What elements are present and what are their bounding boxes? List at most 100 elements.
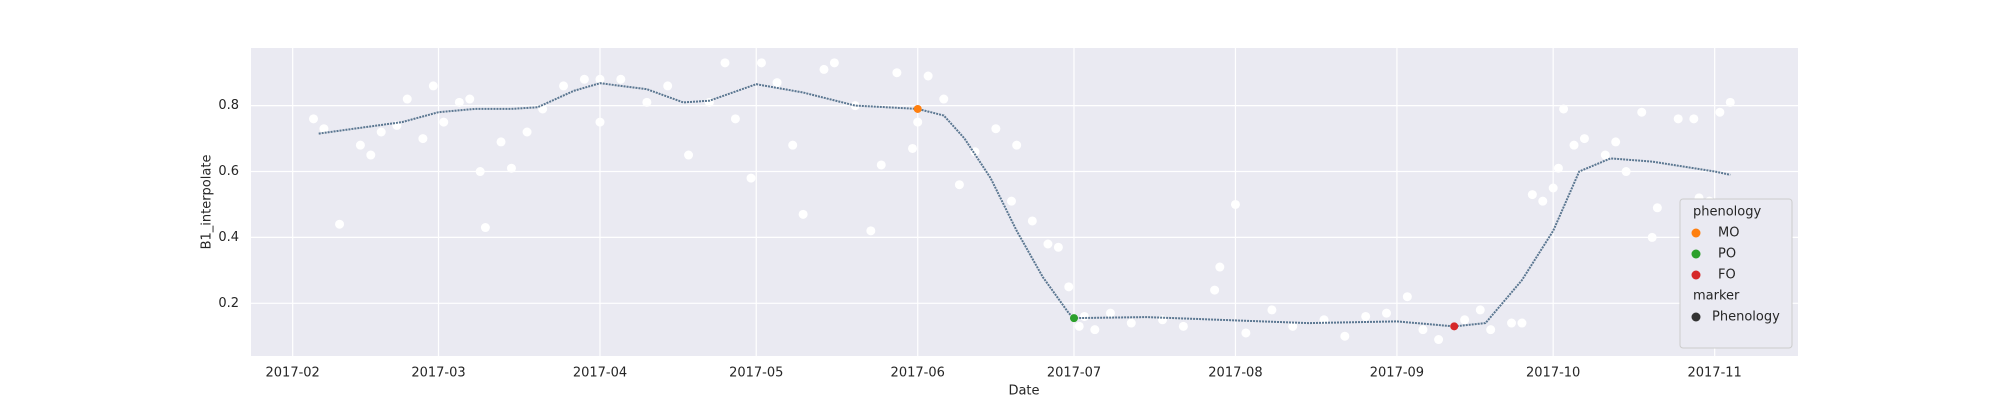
legend-marker — [1691, 312, 1701, 322]
legend-title: marker — [1693, 289, 1740, 304]
data-point — [309, 114, 319, 124]
data-point — [772, 78, 782, 88]
data-point — [819, 64, 829, 74]
data-point — [1090, 325, 1100, 335]
data-point — [663, 81, 673, 91]
x-tick-label: 2017-07 — [1047, 366, 1101, 381]
legend-box — [1679, 198, 1793, 349]
data-point — [559, 81, 569, 91]
x-axis-label: Date — [1008, 384, 1039, 399]
data-point — [1210, 285, 1220, 295]
data-point — [1637, 107, 1647, 117]
data-point — [1006, 196, 1016, 206]
data-point — [1486, 325, 1496, 335]
x-tick-label: 2017-04 — [573, 366, 627, 381]
data-point — [1538, 196, 1548, 206]
data-point — [1689, 114, 1699, 124]
data-point — [1074, 321, 1084, 331]
data-point — [454, 97, 464, 107]
data-point — [642, 97, 652, 107]
y-tick-label: 0.2 — [218, 296, 239, 311]
phenology-point — [1069, 314, 1078, 323]
data-point — [1507, 318, 1517, 328]
data-point — [465, 94, 475, 104]
data-point — [366, 150, 376, 160]
data-point — [829, 58, 839, 68]
data-point — [1053, 242, 1063, 252]
data-point — [1569, 140, 1579, 150]
x-tick-label: 2017-08 — [1208, 366, 1262, 381]
data-point — [335, 219, 345, 229]
data-point — [319, 124, 329, 134]
data-point — [1012, 140, 1022, 150]
data-point — [1553, 163, 1563, 173]
legend-marker — [1691, 270, 1701, 280]
data-point — [522, 127, 532, 137]
legend-label: PO — [1718, 247, 1736, 262]
data-point — [1402, 292, 1412, 302]
x-tick-label: 2017-06 — [891, 366, 945, 381]
data-point — [616, 74, 626, 84]
data-point — [1241, 328, 1251, 338]
legend-marker — [1691, 249, 1701, 259]
data-point — [355, 140, 365, 150]
data-point — [684, 150, 694, 160]
data-point — [746, 173, 756, 183]
data-point — [1475, 305, 1485, 315]
data-point — [1559, 104, 1569, 114]
data-point — [720, 58, 730, 68]
data-point — [730, 114, 740, 124]
data-point — [1652, 203, 1662, 213]
data-point — [1673, 114, 1683, 124]
legend-label: MO — [1718, 226, 1739, 241]
data-point — [991, 124, 1001, 134]
data-point — [788, 140, 798, 150]
phenology-point — [913, 104, 922, 113]
data-point — [1027, 216, 1037, 226]
data-point — [939, 94, 949, 104]
data-point — [1043, 239, 1053, 249]
data-point — [595, 74, 605, 84]
data-point — [1382, 308, 1392, 318]
legend-marker — [1691, 228, 1701, 238]
data-point — [876, 160, 886, 170]
legend-title: phenology — [1693, 205, 1761, 220]
data-point — [913, 117, 923, 127]
data-point — [428, 81, 438, 91]
legend-label: Phenology — [1712, 310, 1780, 325]
data-point — [439, 117, 449, 127]
data-point — [756, 58, 766, 68]
data-point — [538, 104, 548, 114]
y-axis-label: B1_interpolate — [200, 155, 215, 250]
data-point — [1517, 318, 1527, 328]
legend-label: FO — [1718, 268, 1736, 283]
data-point — [1548, 183, 1558, 193]
data-point — [1460, 315, 1470, 325]
data-point — [480, 223, 490, 233]
data-point — [1418, 325, 1428, 335]
data-point — [1230, 199, 1240, 209]
data-point — [1267, 305, 1277, 315]
interpolated-line — [318, 82, 1731, 328]
data-point — [402, 94, 412, 104]
data-point — [892, 68, 902, 78]
y-tick-label: 0.4 — [218, 230, 239, 245]
data-point — [1178, 321, 1188, 331]
x-tick-label: 2017-03 — [411, 366, 465, 381]
x-tick-label: 2017-10 — [1526, 366, 1580, 381]
data-point — [496, 137, 506, 147]
x-tick-label: 2017-11 — [1687, 366, 1741, 381]
data-point — [1105, 308, 1115, 318]
data-point — [923, 71, 933, 81]
data-point — [798, 209, 808, 219]
data-point — [1725, 97, 1735, 107]
data-point — [595, 117, 605, 127]
data-point — [579, 74, 589, 84]
data-point — [1579, 134, 1589, 144]
data-point — [506, 163, 516, 173]
data-point — [1064, 282, 1074, 292]
data-point — [418, 134, 428, 144]
data-point — [908, 143, 918, 153]
